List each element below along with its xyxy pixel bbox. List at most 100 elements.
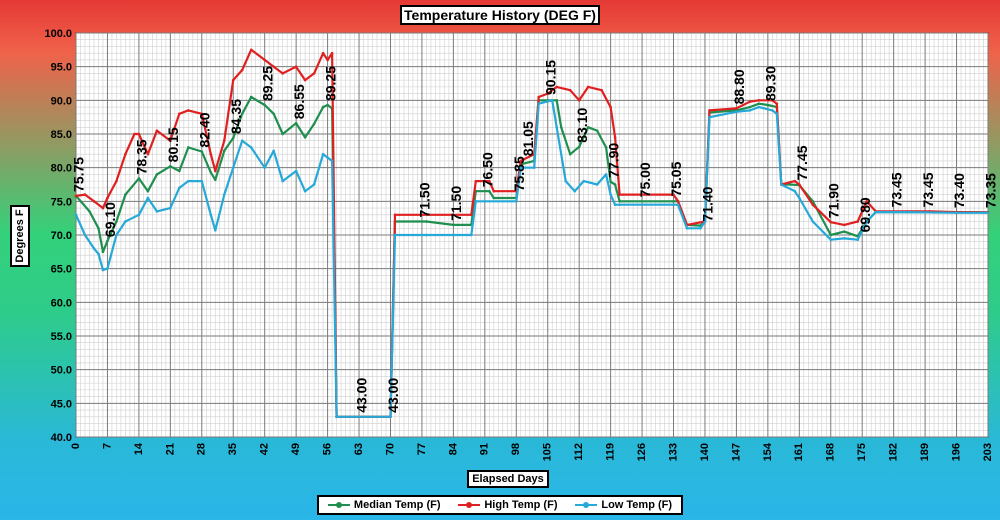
series-point-2 [74, 213, 78, 217]
x-tick-label: 126 [636, 443, 648, 461]
data-label: 43.00 [354, 378, 370, 413]
series-point-0 [604, 146, 608, 149]
data-label: 73.45 [920, 172, 936, 207]
series-point-2 [335, 415, 338, 419]
series-point-2 [474, 200, 478, 203]
series-point-0 [124, 193, 127, 196]
data-label: 73.35 [983, 173, 999, 208]
series-point-2 [263, 166, 266, 169]
series-point-2 [106, 267, 109, 270]
series-point-0 [222, 149, 226, 153]
series-point-2 [281, 179, 284, 183]
series-point-0 [618, 200, 621, 203]
series-point-1 [74, 194, 78, 198]
series-point-2 [222, 193, 226, 196]
series-point-0 [559, 125, 563, 129]
series-point-1 [115, 179, 118, 183]
series-point-2 [389, 415, 392, 419]
x-tick-label: 7 [101, 443, 113, 449]
data-label: 71.50 [448, 186, 464, 221]
x-tick-label: 175 [856, 443, 868, 461]
series-point-1 [793, 179, 797, 183]
series-point-2 [312, 183, 316, 186]
series-point-1 [330, 51, 334, 55]
series-point-1 [492, 189, 496, 193]
data-label: 88.80 [731, 69, 747, 104]
series-point-2 [856, 238, 860, 242]
x-tick-label: 203 [982, 443, 994, 461]
series-point-1 [321, 51, 325, 55]
data-labels: 75.75 69.10 78.35 80.15 82.40 84.35 89.25 86.55… [71, 60, 999, 413]
series-point-0 [595, 129, 599, 132]
series-point-1 [519, 159, 523, 163]
y-tick-label: 95.0 [51, 62, 72, 74]
data-label: 86.55 [291, 84, 307, 119]
series-point-2 [83, 233, 87, 237]
series-point-1 [676, 200, 680, 203]
series-point-0 [155, 173, 159, 176]
series-point-2 [775, 112, 779, 116]
series-point-0 [263, 103, 266, 107]
series-point-2 [231, 166, 235, 169]
series-point-2 [685, 226, 689, 230]
series-point-2 [272, 149, 275, 153]
series-point-1 [393, 213, 397, 217]
series-point-2 [294, 169, 298, 173]
series-point-0 [101, 250, 105, 254]
data-label: 69.80 [857, 197, 873, 232]
series-point-1 [546, 92, 550, 95]
series-point-0 [281, 132, 284, 136]
series-point-2 [452, 233, 455, 237]
series-point-1 [249, 48, 253, 52]
series-point-1 [757, 99, 761, 102]
series-point-0 [757, 102, 761, 105]
data-label: 77.90 [605, 143, 621, 178]
x-axis-label: Elapsed Days [467, 470, 549, 488]
data-label: 71.90 [825, 183, 841, 218]
series-point-0 [106, 239, 109, 243]
series-point-1 [240, 68, 244, 72]
series-point-2 [101, 268, 105, 272]
series-point-2 [537, 102, 541, 105]
x-axis-ticks: 0 7 14 21 28 35 42 49 56 63 70 77 84 91 98 105 112 119 126… [70, 442, 994, 461]
series-point-2 [519, 166, 523, 169]
major-grid [75, 32, 989, 438]
series-point-2 [955, 211, 958, 215]
y-tick-label: 75.0 [51, 196, 72, 208]
series-lines [74, 48, 990, 419]
legend-label-median: Median Temp (F) [353, 499, 441, 511]
series-point-1 [811, 203, 815, 206]
series-point-0 [178, 169, 181, 173]
series-point-2 [303, 189, 307, 193]
series-point-1 [200, 112, 204, 116]
x-tick-label: 42 [259, 443, 271, 455]
series-point-2 [874, 210, 877, 214]
series-point-2 [564, 179, 567, 183]
x-tick-label: 133 [667, 443, 679, 461]
data-label: 90.15 [542, 60, 558, 95]
series-point-0 [748, 105, 752, 109]
series-point-2 [811, 220, 815, 223]
series-point-2 [676, 203, 680, 206]
series-point-0 [249, 95, 253, 99]
x-tick-label: 182 [888, 443, 900, 461]
series-point-1 [856, 220, 860, 223]
series-point-1 [155, 129, 159, 132]
data-label: 71.40 [700, 186, 716, 221]
series-point-0 [488, 189, 491, 193]
data-label: 89.30 [763, 66, 779, 101]
x-tick-label: 140 [699, 443, 711, 461]
series-point-0 [321, 105, 325, 109]
x-tick-label: 63 [353, 443, 365, 455]
data-label: 69.10 [102, 202, 118, 237]
series-point-1 [829, 220, 833, 224]
series-point-2 [393, 233, 397, 237]
series-point-1 [83, 193, 87, 196]
series-point-0 [452, 223, 455, 227]
x-tick-label: 168 [825, 443, 837, 461]
series-point-1 [586, 85, 590, 89]
data-label: 83.10 [574, 108, 590, 143]
series-point-2 [532, 166, 536, 169]
series-point-1 [474, 179, 478, 183]
